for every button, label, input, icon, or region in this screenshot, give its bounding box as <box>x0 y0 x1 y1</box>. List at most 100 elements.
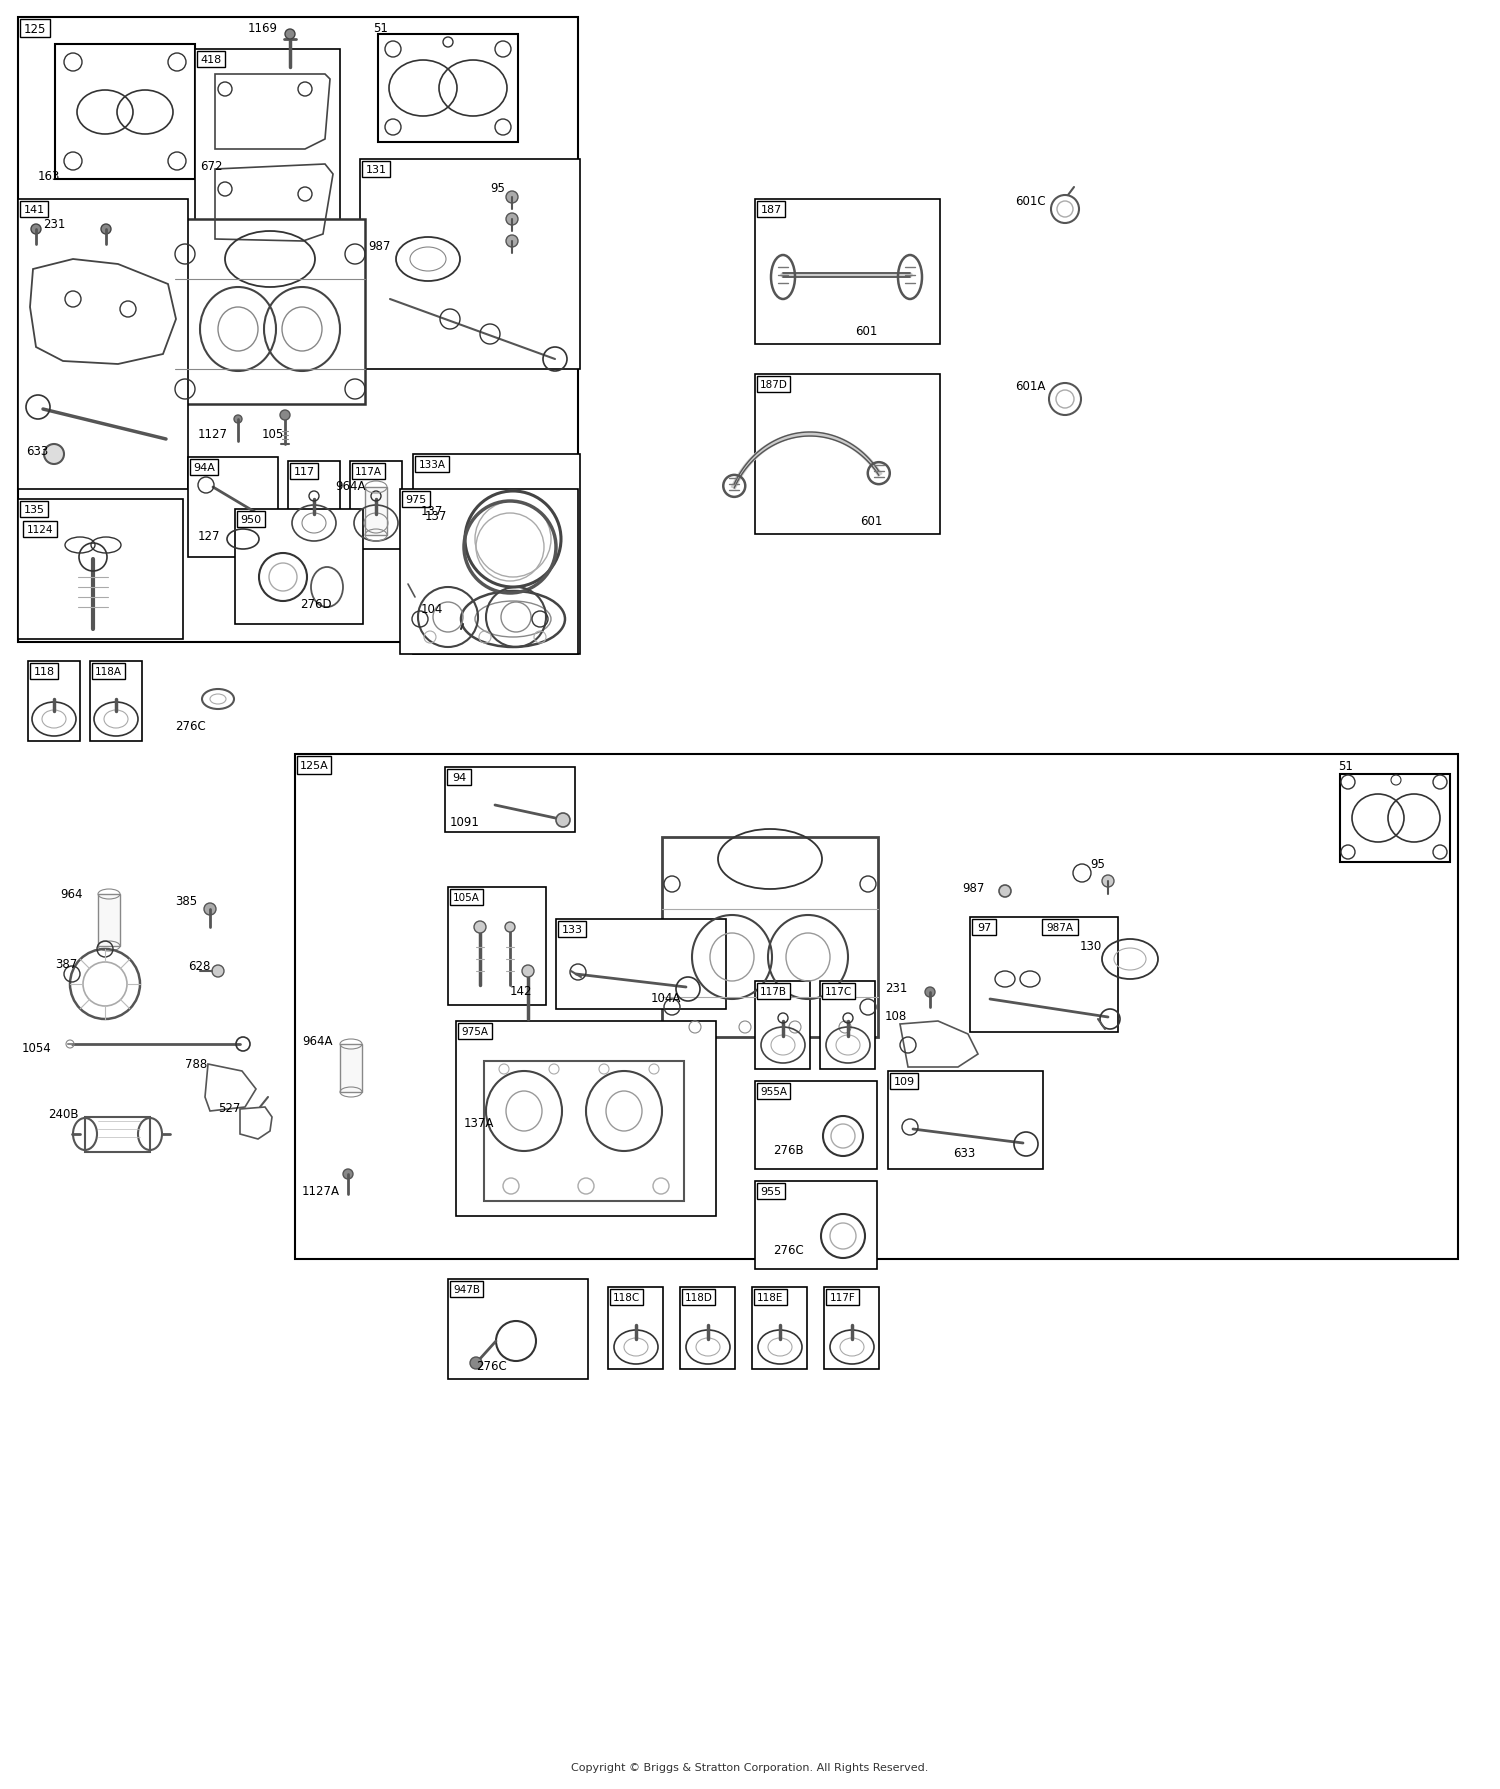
Text: 964A: 964A <box>302 1034 333 1047</box>
Circle shape <box>234 415 242 424</box>
Text: 527: 527 <box>217 1102 240 1115</box>
Text: 601A: 601A <box>1016 379 1046 394</box>
Bar <box>290 463 318 479</box>
Text: 127: 127 <box>198 530 220 542</box>
Bar <box>352 463 386 479</box>
Bar <box>758 377 790 394</box>
Text: 1127A: 1127A <box>302 1184 340 1197</box>
Bar <box>92 664 124 680</box>
Bar <box>608 1288 663 1369</box>
Text: 130: 130 <box>1080 939 1102 952</box>
Bar <box>402 492 430 508</box>
Bar <box>758 202 784 218</box>
Bar <box>362 163 390 177</box>
Text: 117A: 117A <box>356 467 382 476</box>
Text: 117B: 117B <box>760 986 788 996</box>
Text: 51: 51 <box>374 21 388 36</box>
Bar <box>754 1181 878 1268</box>
Circle shape <box>474 921 486 934</box>
Bar <box>458 1023 492 1039</box>
Text: 788: 788 <box>184 1057 207 1070</box>
Text: 633: 633 <box>26 445 48 458</box>
Text: 117C: 117C <box>825 986 852 996</box>
Polygon shape <box>540 859 700 979</box>
Text: 94: 94 <box>452 773 466 782</box>
Text: 231: 231 <box>885 982 908 995</box>
Text: 133A: 133A <box>419 460 446 471</box>
Bar <box>754 374 940 535</box>
Circle shape <box>1102 875 1114 887</box>
Text: 240B: 240B <box>48 1107 78 1120</box>
Bar <box>378 36 518 143</box>
Text: 125A: 125A <box>300 760 328 771</box>
Text: 1054: 1054 <box>22 1041 51 1054</box>
Text: 117F: 117F <box>830 1292 855 1302</box>
Bar <box>484 1061 684 1202</box>
Text: 231: 231 <box>44 218 66 231</box>
Bar <box>360 159 580 370</box>
Text: 187D: 187D <box>759 379 788 390</box>
Circle shape <box>999 886 1011 898</box>
Circle shape <box>344 1170 352 1179</box>
Text: 1127: 1127 <box>198 428 228 440</box>
Text: 187: 187 <box>760 206 782 215</box>
Bar <box>400 490 578 655</box>
Circle shape <box>506 236 518 249</box>
Text: 142: 142 <box>510 984 532 998</box>
Text: 118E: 118E <box>758 1292 783 1302</box>
Bar <box>754 1290 788 1306</box>
Text: 276C: 276C <box>772 1243 804 1256</box>
Text: 987: 987 <box>962 882 984 894</box>
Text: 105A: 105A <box>453 893 480 902</box>
Bar <box>188 458 278 558</box>
Text: 601C: 601C <box>1016 195 1046 208</box>
Text: 1124: 1124 <box>27 524 54 535</box>
Bar <box>237 512 266 528</box>
Circle shape <box>211 966 223 977</box>
Text: 1169: 1169 <box>248 21 278 36</box>
Bar <box>420 590 560 644</box>
Text: 672: 672 <box>200 159 222 174</box>
Text: 95: 95 <box>1090 857 1106 871</box>
Text: 97: 97 <box>976 923 992 932</box>
Bar <box>196 52 225 68</box>
Circle shape <box>556 814 570 828</box>
Text: 117: 117 <box>294 467 315 476</box>
Bar <box>176 220 364 404</box>
Bar <box>754 1081 878 1170</box>
Text: 141: 141 <box>24 206 45 215</box>
Text: 387: 387 <box>56 957 78 970</box>
Bar <box>758 1084 790 1100</box>
Bar <box>296 755 1458 1259</box>
Circle shape <box>285 30 296 39</box>
Bar <box>350 462 402 549</box>
Bar <box>86 1118 150 1152</box>
Bar <box>18 18 578 642</box>
Bar <box>236 510 363 624</box>
Text: 133: 133 <box>561 925 582 934</box>
Bar <box>682 1290 716 1306</box>
Bar <box>446 767 574 832</box>
Bar <box>98 894 120 946</box>
Text: 385: 385 <box>176 894 196 907</box>
Bar <box>827 1290 860 1306</box>
Bar <box>754 200 940 345</box>
Text: 601: 601 <box>859 515 882 528</box>
Bar <box>56 45 195 181</box>
Text: 601: 601 <box>855 326 877 338</box>
Text: 1091: 1091 <box>450 816 480 828</box>
Text: 975A: 975A <box>462 1027 489 1036</box>
Text: Copyright © Briggs & Stratton Corporation. All Rights Reserved.: Copyright © Briggs & Stratton Corporatio… <box>572 1762 928 1773</box>
Bar <box>972 920 996 936</box>
Text: 276B: 276B <box>772 1143 804 1156</box>
Text: 104: 104 <box>422 603 444 615</box>
Text: 950: 950 <box>240 515 261 524</box>
Text: 118D: 118D <box>684 1292 712 1302</box>
Bar <box>450 1281 483 1297</box>
Text: 118: 118 <box>33 667 54 676</box>
Circle shape <box>280 411 290 420</box>
Text: 163: 163 <box>38 170 60 182</box>
Bar <box>190 460 217 476</box>
Circle shape <box>506 191 518 204</box>
Text: 135: 135 <box>24 504 45 515</box>
